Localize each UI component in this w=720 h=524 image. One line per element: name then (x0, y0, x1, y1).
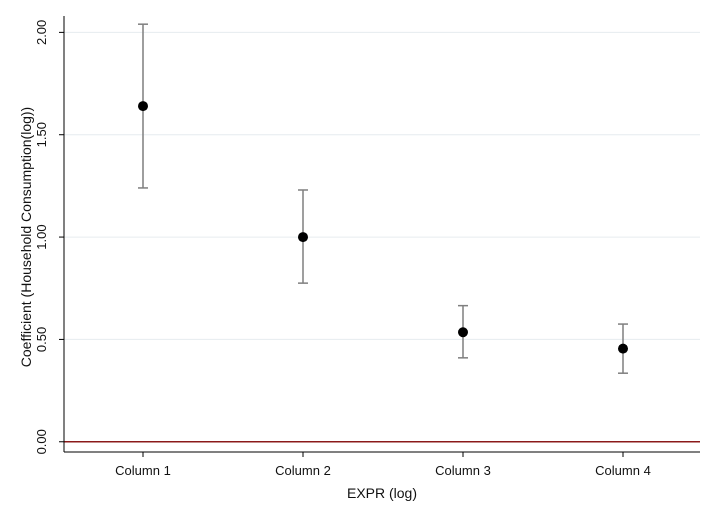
data-point (618, 343, 628, 354)
y-tick-label: 0.00 (34, 429, 49, 454)
y-axis-ticks: 0.00 0.50 1.00 1.50 2.00 (34, 20, 64, 454)
x-axis-ticks: Column 1 Column 2 Column 3 Column 4 (115, 452, 651, 478)
x-tick-label: Column 2 (275, 463, 331, 478)
x-axis-title: EXPR (log) (347, 485, 417, 501)
y-tick-label: 1.50 (34, 122, 49, 147)
data-point (298, 232, 308, 243)
y-tick-label: 2.00 (34, 20, 49, 45)
y-tick-label: 1.00 (34, 224, 49, 249)
x-tick-label: Column 1 (115, 463, 171, 478)
y-tick-label: 0.50 (34, 327, 49, 352)
axes (63, 16, 700, 453)
y-axis-title: Coefficient (Household Consumption(log)) (18, 107, 34, 367)
gridlines (64, 31, 700, 340)
data-points (138, 101, 628, 354)
data-point (138, 101, 148, 112)
x-tick-label: Column 3 (435, 463, 491, 478)
data-point (458, 327, 468, 338)
x-tick-label: Column 4 (595, 463, 651, 478)
